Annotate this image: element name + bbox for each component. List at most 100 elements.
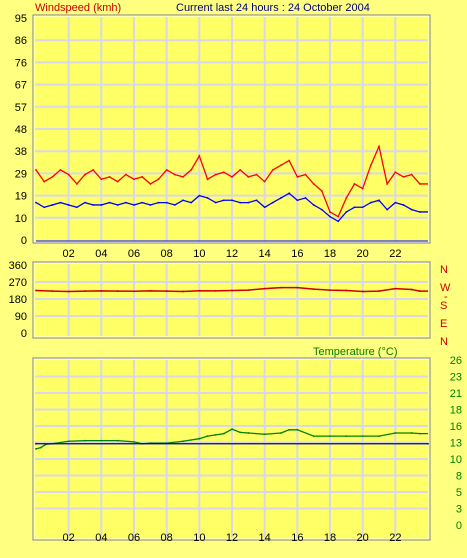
data-point [329,289,331,292]
data-point [116,180,119,183]
data-point [386,208,389,211]
data-point [133,204,135,206]
data-point [394,432,397,434]
x-tick-label: 12 [226,532,238,544]
data-point [296,176,299,178]
y-tick-label: 270 [9,277,27,289]
data-point [410,432,413,434]
data-point [361,187,364,190]
data-point [271,168,274,171]
data-point [198,437,201,440]
data-point [84,290,86,292]
data-point [247,289,250,292]
data-point [312,435,315,438]
compass-label: N [440,336,448,348]
y-tick-label: 21 [450,388,462,400]
data-point [108,176,111,178]
data-point [263,287,266,290]
data-point [280,164,282,167]
data-point [296,199,299,202]
x-tick-label: 12 [226,248,238,260]
data-point [100,204,103,206]
data-point [75,206,78,209]
data-point [43,180,46,183]
plot-frame-inner [33,358,430,540]
data-point [198,154,201,157]
data-point [67,440,70,443]
data-point [222,432,225,435]
data-point [206,197,209,199]
y-tick-label: 360 [9,260,27,272]
data-point [182,440,184,443]
data-point [173,204,176,206]
data-point [116,204,119,206]
y-tick-label: 95 [15,13,27,25]
data-point [35,289,37,292]
data-point [206,178,209,181]
x-tick-label: 18 [324,248,336,260]
data-point [304,173,307,176]
data-point [231,428,233,431]
data-point [378,290,380,292]
data-point [361,206,364,209]
data-point [353,206,356,209]
data-point [182,290,184,293]
data-point [165,290,168,292]
data-point [312,288,315,291]
data-point [190,201,193,204]
data-point [418,432,421,435]
data-point [84,173,86,176]
data-point [410,208,413,211]
y-tick-label: 38 [15,146,27,158]
data-point [337,215,340,218]
data-point [141,201,144,204]
data-point [141,176,144,178]
data-point [116,290,119,292]
data-point [40,446,42,449]
data-point [361,290,364,293]
data-point [378,145,380,148]
data-point [394,171,397,174]
data-point [133,290,135,293]
data-point [124,173,127,176]
y-tick-label: 18 [450,405,462,417]
data-point [173,173,176,176]
data-point [149,289,152,292]
data-point [100,178,103,181]
data-point [43,206,46,209]
x-tick-label: 22 [389,248,401,260]
data-point [418,211,421,213]
data-point [402,204,405,206]
data-point [231,199,233,202]
y-tick-label: 86 [15,35,27,47]
x-tick-label: 14 [259,532,271,544]
data-point [133,440,135,443]
x-tick-label: 02 [63,532,75,544]
data-point [84,201,86,204]
y-tick-label: 57 [15,102,27,114]
compass-label: S [440,300,447,312]
x-tick-label: 16 [291,532,303,544]
data-point [149,183,152,185]
y-tick-label: 10 [15,213,27,225]
x-tick-label: 04 [95,532,107,544]
y-tick-label: 16 [450,421,462,433]
data-point [190,168,193,171]
y-tick-label: 0 [21,328,27,340]
compass-label: E [440,318,447,330]
x-tick-label: 20 [357,532,369,544]
data-point [165,201,168,204]
data-point [239,168,242,171]
data-point [157,178,160,181]
data-point [378,199,380,202]
data-point [35,442,37,445]
x-tick-label: 08 [161,248,173,260]
data-point [280,432,282,434]
y-tick-label: 29 [15,168,27,180]
data-point [329,215,331,218]
data-point [280,197,282,199]
x-tick-label: 06 [128,248,140,260]
